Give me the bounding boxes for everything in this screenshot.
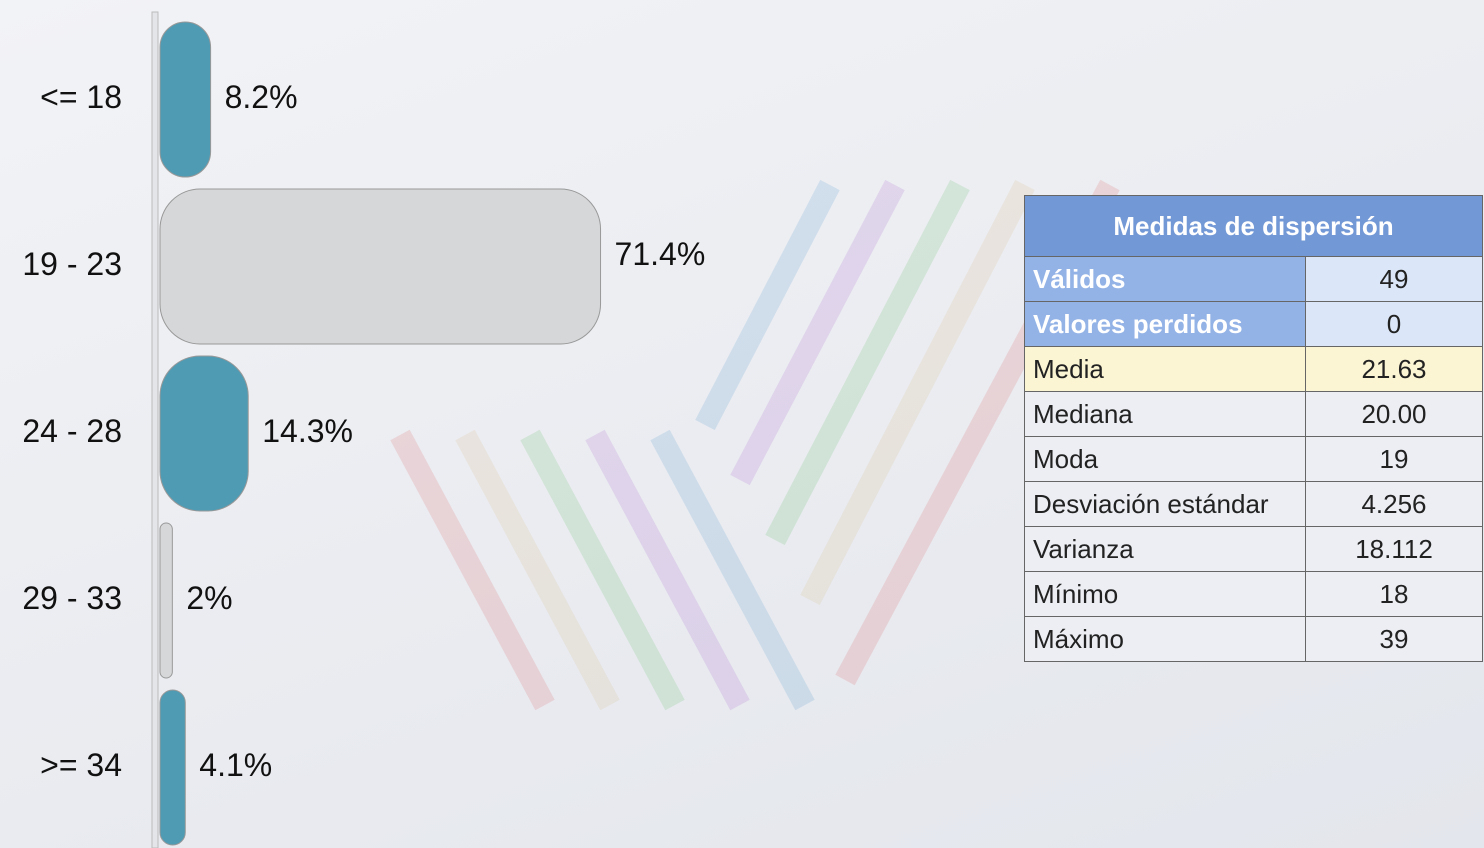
bar bbox=[160, 523, 172, 678]
stat-name: Valores perdidos bbox=[1025, 302, 1306, 347]
category-label: 24 - 28 bbox=[22, 413, 122, 449]
bar bbox=[160, 356, 248, 511]
stat-name: Máximo bbox=[1025, 617, 1306, 662]
category-label: 29 - 33 bbox=[22, 580, 122, 616]
stripe bbox=[400, 435, 545, 705]
stat-name: Varianza bbox=[1025, 527, 1306, 572]
stat-value: 18 bbox=[1306, 572, 1483, 617]
stripe bbox=[465, 435, 610, 705]
stripe bbox=[530, 435, 675, 705]
stat-value: 19 bbox=[1306, 437, 1483, 482]
stat-name: Mínimo bbox=[1025, 572, 1306, 617]
value-label: 14.3% bbox=[262, 413, 353, 449]
category-label: 19 - 23 bbox=[22, 246, 122, 282]
bar bbox=[160, 690, 185, 845]
value-label: 8.2% bbox=[225, 79, 298, 115]
stat-value: 39 bbox=[1306, 617, 1483, 662]
stat-value: 21.63 bbox=[1306, 347, 1483, 392]
table-title: Medidas de dispersión bbox=[1025, 196, 1483, 257]
bar bbox=[160, 189, 601, 344]
bar bbox=[160, 22, 211, 177]
stat-value: 4.256 bbox=[1306, 482, 1483, 527]
stat-name: Moda bbox=[1025, 437, 1306, 482]
stat-name: Desviación estándar bbox=[1025, 482, 1306, 527]
stat-name: Mediana bbox=[1025, 392, 1306, 437]
stripe bbox=[595, 435, 740, 705]
category-label: >= 34 bbox=[40, 747, 122, 783]
stat-value: 20.00 bbox=[1306, 392, 1483, 437]
stat-value: 0 bbox=[1306, 302, 1483, 347]
stat-name: Media bbox=[1025, 347, 1306, 392]
stripe bbox=[705, 185, 830, 425]
category-label: <= 18 bbox=[40, 79, 122, 115]
page: {"chart_data": {"type": "bar", "orientat… bbox=[0, 0, 1484, 848]
value-label: 2% bbox=[186, 580, 232, 616]
value-label: 4.1% bbox=[199, 747, 272, 783]
stat-value: 49 bbox=[1306, 257, 1483, 302]
stat-value: 18.112 bbox=[1306, 527, 1483, 572]
axis-line bbox=[152, 12, 158, 848]
stat-name: Válidos bbox=[1025, 257, 1306, 302]
value-label: 71.4% bbox=[615, 236, 706, 272]
